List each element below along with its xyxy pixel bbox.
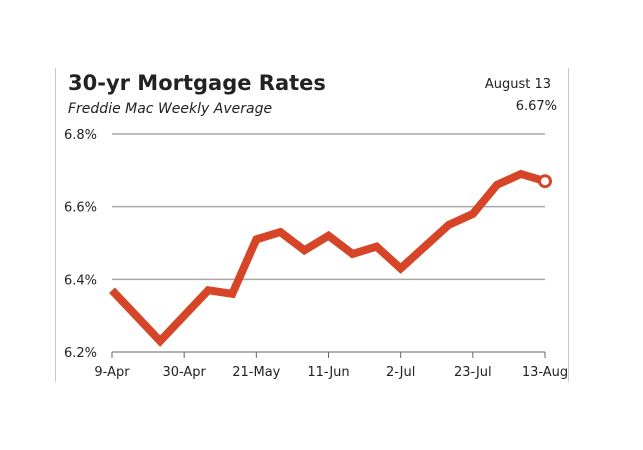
mortgage-rate-line (109, 169, 547, 347)
chart-frame (55, 68, 569, 382)
x-tick-label: 9-Apr (94, 365, 130, 380)
chart-title: 30-yr Mortgage Rates (68, 71, 326, 95)
y-tick-label: 6.4% (64, 273, 97, 288)
x-tick-label: 11-Jun (307, 365, 349, 380)
x-tick-label: 2-Jul (386, 365, 415, 380)
y-tick-label: 6.8% (64, 128, 97, 143)
x-tick-label: 21-May (232, 365, 280, 380)
x-tick-label: 30-Apr (162, 365, 206, 380)
x-tick-label: 23-Jul (454, 365, 492, 380)
latest-date-label: August 13 (484, 77, 551, 92)
y-tick-label: 6.2% (64, 346, 97, 361)
latest-point-marker (538, 174, 552, 189)
y-tick-label: 6.6% (64, 201, 97, 216)
x-tick-label: 13-Aug (522, 365, 568, 380)
chart-subtitle: Freddie Mac Weekly Average (68, 101, 273, 117)
latest-value-label: 6.67% (515, 99, 557, 114)
